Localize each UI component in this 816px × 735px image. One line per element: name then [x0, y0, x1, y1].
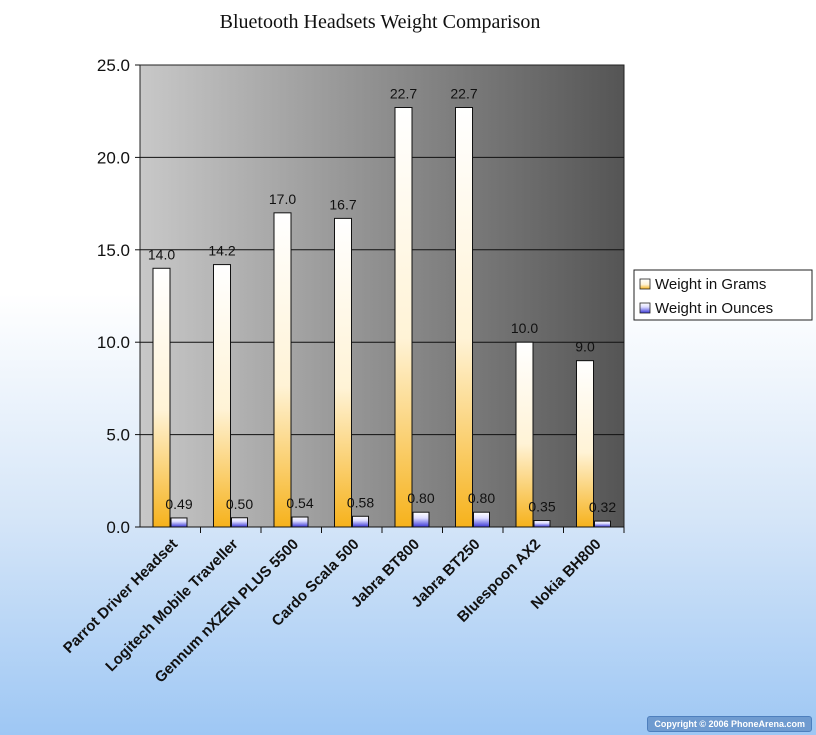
- plot-area: [139, 64, 625, 528]
- chart-title: Bluetooth Headsets Weight Comparison: [220, 11, 541, 33]
- data-label-ounces: 0.58: [347, 494, 374, 510]
- data-label-grams: 16.7: [329, 196, 356, 212]
- data-label-grams: 9.0: [575, 339, 595, 355]
- legend-label-ounces: Weight in Ounces: [655, 300, 773, 317]
- legend-label-grams: Weight in Grams: [655, 276, 766, 293]
- bar-grams: [152, 267, 171, 528]
- bar-ounces: [412, 511, 430, 528]
- y-tick-label: 10.0: [97, 333, 130, 352]
- bar-grams: [213, 264, 231, 528]
- data-label-ounces: 0.80: [407, 490, 434, 506]
- y-tick-label: 5.0: [106, 426, 130, 445]
- bar-ounces: [473, 511, 490, 528]
- bar-ounces: [231, 517, 248, 528]
- bar-grams: [334, 217, 352, 528]
- bar-ounces: [594, 520, 611, 528]
- data-label-grams: 17.0: [269, 191, 296, 207]
- bar-ounces: [170, 517, 188, 528]
- bar-ounces: [291, 516, 309, 528]
- data-label-ounces: 0.49: [165, 496, 192, 512]
- data-label-grams: 14.0: [148, 246, 175, 262]
- y-tick-label: 0.0: [106, 518, 130, 537]
- data-label-grams: 22.7: [450, 86, 477, 102]
- data-label-grams: 10.0: [511, 320, 538, 336]
- x-category-label: Parrot Driver Headset: [60, 536, 181, 657]
- legend: Weight in Grams Weight in Ounces: [633, 269, 813, 321]
- data-label-grams: 14.2: [208, 243, 235, 259]
- y-tick-label: 20.0: [97, 148, 130, 167]
- bar-grams: [273, 212, 292, 528]
- data-label-ounces: 0.32: [589, 499, 616, 515]
- data-label-ounces: 0.35: [528, 499, 555, 515]
- data-labels: 14.0 0.49 14.2 0.50 17.0 0.54 16.7 0.58 22.7 0.80…: [148, 86, 616, 516]
- y-axis-ticks: 0.0 5.0 10.0 15.0 20.0 25.0: [97, 56, 140, 537]
- legend-swatch-ounces: [639, 302, 651, 314]
- bar-ounces: [533, 520, 551, 528]
- data-label-grams: 22.7: [390, 86, 417, 102]
- bar-grams: [394, 107, 413, 528]
- y-tick-label: 15.0: [97, 241, 130, 260]
- y-tick-label: 25.0: [97, 56, 130, 75]
- data-label-ounces: 0.50: [226, 496, 253, 512]
- data-label-ounces: 0.54: [286, 495, 313, 511]
- data-label-ounces: 0.80: [468, 490, 495, 506]
- bar-grams: [455, 107, 473, 528]
- bars: [152, 107, 611, 528]
- copyright-badge: Copyright © 2006 PhoneArena.com: [647, 716, 812, 732]
- legend-box: [633, 269, 813, 321]
- bar-ounces: [352, 515, 369, 528]
- legend-swatch-grams: [639, 278, 651, 290]
